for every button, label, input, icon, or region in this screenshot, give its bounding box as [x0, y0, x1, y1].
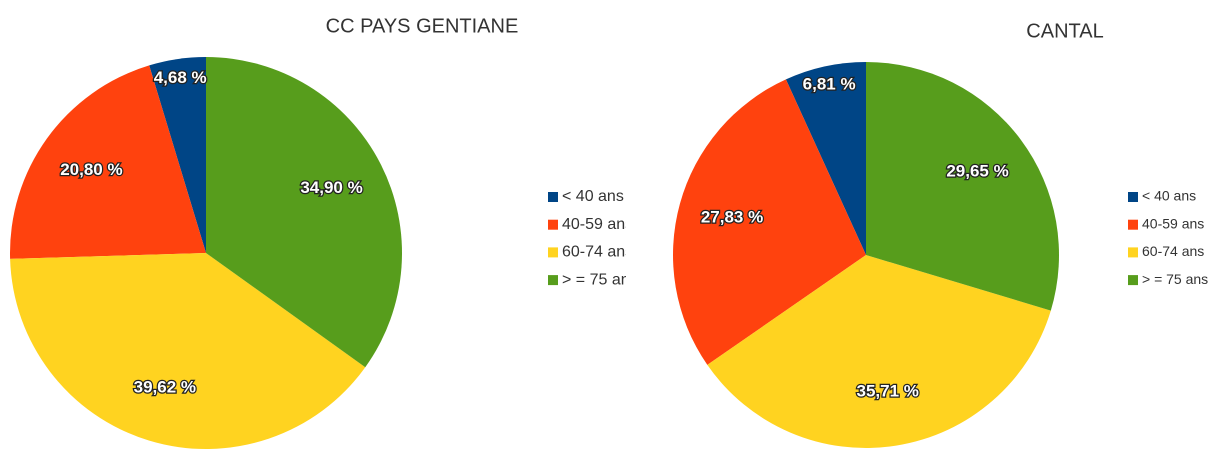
pie-slice: [9, 65, 206, 259]
legend-label: < 40 ans: [1142, 188, 1196, 204]
pie-slice: [206, 57, 402, 368]
legend-label: 40-59 ans: [1142, 215, 1204, 231]
legend: < 40 ans 40-59 ans 60-74 ans > = 75 ans: [1128, 188, 1208, 287]
legend-label: < 40 ans: [562, 188, 624, 205]
chart-title: CC PAYS GENTIANE: [326, 15, 519, 37]
legend-swatch: [548, 247, 558, 258]
data-label: 27,83 %: [701, 208, 763, 227]
legend-swatch: [1128, 247, 1138, 258]
pie-slice: [149, 57, 206, 253]
pie-slice: [707, 255, 1051, 448]
pie-slice: [672, 79, 866, 365]
data-label: 39,62 %: [134, 377, 196, 396]
data-label: 20,80 %: [60, 160, 122, 179]
legend-swatch: [548, 275, 558, 286]
chart: CC PAYS GENTIANE 4,68 % 20,80 % 39,62 % 34,9…: [9, 15, 638, 449]
data-label: 35,71 %: [856, 382, 918, 401]
data-label: 34,90 %: [300, 178, 362, 197]
legend-swatch: [548, 219, 558, 230]
pie-slice: [785, 62, 866, 255]
chart: CANTAL 6,81 % 27,83 % 35,71 % 29,65 % < 40 an…: [672, 20, 1208, 448]
legend-swatch: [1128, 219, 1138, 230]
legend-label: 60-74 ans: [562, 244, 633, 261]
pie-slice: [10, 253, 366, 449]
legend: < 40 ans 40-59 ans 60-74 ans > = 75 ans: [548, 188, 638, 288]
legend-swatch: [548, 192, 558, 202]
legend-label: 60-74 ans: [1142, 243, 1204, 259]
data-label: 29,65 %: [946, 162, 1008, 181]
legend-label: > = 75 ans: [1142, 271, 1208, 287]
data-label: 4,68 %: [154, 68, 207, 87]
legend-swatch: [1128, 275, 1138, 286]
legend-label: > = 75 ans: [562, 271, 638, 288]
chart-title: CANTAL: [1026, 20, 1103, 42]
legend-label: 40-59 ans: [562, 216, 633, 233]
data-label: 6,81 %: [803, 75, 856, 94]
pie-slice: [866, 62, 1059, 311]
legend-swatch: [1128, 192, 1138, 202]
